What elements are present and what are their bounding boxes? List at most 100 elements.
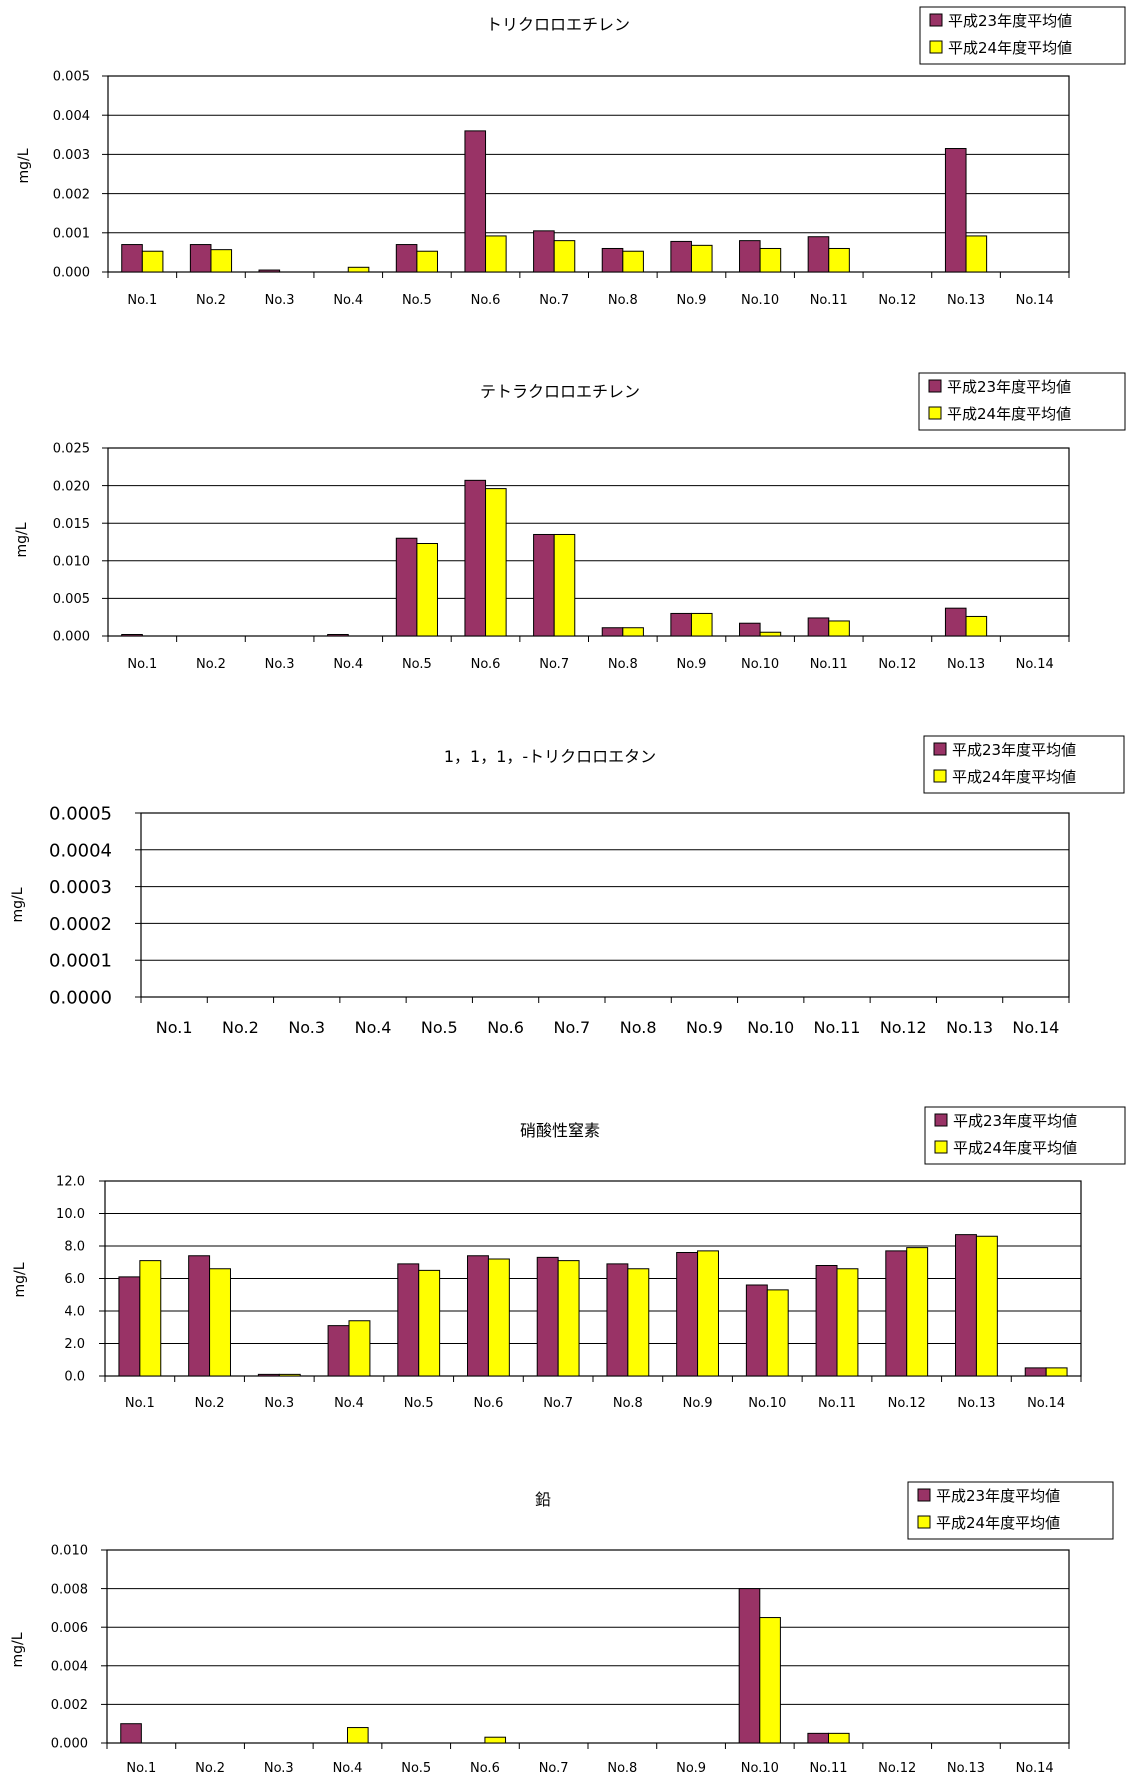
chart-title: 鉛 [535, 1490, 551, 1509]
bar-h23-9 [676, 1252, 699, 1377]
bar-h23-4 [327, 633, 349, 637]
y-tick-label: 0.002 [53, 187, 90, 202]
x-tick-label: No.8 [607, 1761, 637, 1776]
chart-4: 硝酸性窒素 mg/L 0.0 2.0 4.0 6.0 8.0 10.0 12.0 No.1 No.2… [12, 1106, 1126, 1411]
bar-h24-12 [906, 1247, 929, 1377]
x-tick-label: No.13 [947, 1761, 985, 1776]
y-tick-label: 0.0003 [49, 877, 112, 898]
bar-h24-9 [697, 1250, 719, 1377]
legend-swatch [934, 1113, 948, 1127]
x-tick-label: No.3 [264, 1396, 294, 1411]
bar-h23-12 [885, 1250, 908, 1377]
bar-h24-11 [836, 1268, 859, 1377]
legend-label: 平成23年度平均値 [952, 741, 1076, 759]
x-tick-label: No.5 [404, 1396, 434, 1411]
y-tick-label: 0.0004 [49, 840, 112, 861]
plot-frame [107, 75, 1070, 273]
x-tick-label: No.10 [741, 657, 779, 672]
x-tick-label: No.7 [539, 1761, 569, 1776]
bar-h24-6 [487, 1258, 510, 1377]
x-tick-label: No.5 [421, 1018, 458, 1037]
x-tick-label: No.1 [125, 1396, 155, 1411]
x-tick-label: No.8 [613, 1396, 643, 1411]
x-tick-label: No.9 [676, 1761, 706, 1776]
bar-h24-11 [828, 620, 850, 637]
bar-h24-7 [553, 533, 576, 637]
x-tick-label: No.8 [608, 657, 638, 672]
legend-swatch [917, 1488, 931, 1502]
legend-swatch [917, 1515, 931, 1529]
x-tick-label: No.4 [334, 1396, 364, 1411]
bar-h24-1 [141, 250, 164, 273]
bar-h23-1 [121, 633, 143, 637]
legend-box [923, 735, 1125, 794]
bar-h23-11 [807, 1732, 830, 1744]
legend-label: 平成24年度平均値 [936, 1514, 1060, 1532]
chart-title: 1，1，1，-トリクロロエタン [444, 747, 656, 766]
bar-h24-7 [557, 1260, 580, 1377]
x-tick-label: No.11 [810, 657, 848, 672]
bar-h24-4 [348, 1320, 371, 1377]
y-tick-label: 0.020 [53, 479, 90, 494]
bar-h24-7 [553, 240, 576, 273]
x-tick-label: No.4 [355, 1018, 392, 1037]
x-tick-label: No.13 [947, 657, 985, 672]
bar-h24-13 [965, 235, 988, 273]
bar-h24-10 [759, 247, 782, 273]
bar-h23-10 [738, 1588, 761, 1744]
x-tick-label: No.3 [265, 293, 295, 308]
bar-h23-7 [533, 230, 555, 273]
x-tick-label: No.7 [553, 1018, 590, 1037]
bar-h24-5 [416, 250, 438, 273]
bar-h23-9 [670, 240, 692, 273]
x-tick-label: No.1 [127, 293, 157, 308]
bar-h24-3 [278, 1373, 301, 1377]
bar-h24-1 [139, 1260, 162, 1377]
x-tick-label: No.14 [1012, 1018, 1059, 1037]
bar-h23-5 [395, 537, 418, 637]
plot-frame [107, 447, 1070, 637]
x-tick-label: No.12 [878, 1761, 916, 1776]
x-tick-label: No.9 [677, 657, 707, 672]
x-tick-label: No.11 [810, 293, 848, 308]
bar-h23-13 [944, 607, 967, 637]
x-tick-label: No.13 [946, 1018, 993, 1037]
bar-h23-1 [121, 244, 143, 273]
y-tick-label: 0.003 [53, 148, 90, 163]
legend-label: 平成24年度平均値 [947, 405, 1071, 423]
legend-label: 平成23年度平均値 [953, 1112, 1077, 1130]
x-tick-label: No.11 [818, 1396, 856, 1411]
x-tick-label: No.7 [539, 657, 569, 672]
x-tick-label: No.6 [471, 657, 501, 672]
x-tick-label: No.4 [333, 657, 363, 672]
y-tick-label: 0.001 [53, 226, 90, 241]
y-tick-label: 0.0 [64, 1370, 85, 1385]
chart-3: 1，1，1，-トリクロロエタン mg/L 0.0000 0.0001 0.0002 0.0… [10, 735, 1125, 1037]
y-tick-label: 6.0 [64, 1272, 85, 1287]
legend-swatch [933, 769, 947, 783]
chart-title: 硝酸性窒素 [520, 1121, 600, 1140]
bar-h24-8 [627, 1268, 650, 1377]
y-tick-label: 0.000 [53, 266, 90, 281]
x-tick-label: No.5 [401, 1761, 431, 1776]
x-tick-label: No.12 [878, 657, 916, 672]
bar-h23-7 [533, 533, 555, 637]
bar-h24-8 [622, 627, 644, 637]
legend-label: 平成23年度平均値 [948, 12, 1072, 30]
y-tick-label: 0.0005 [49, 803, 112, 824]
bar-h23-1 [120, 1723, 142, 1744]
x-tick-label: No.1 [156, 1018, 193, 1037]
bar-h23-4 [327, 1325, 350, 1377]
bar-h23-9 [670, 612, 692, 637]
x-tick-label: No.10 [748, 1396, 786, 1411]
bar-h23-13 [955, 1234, 977, 1377]
chart-2: テトラクロロエチレン mg/L 0.000 0.005 0.010 0.015 0.020 0… [14, 372, 1126, 672]
legend-swatch [934, 1140, 948, 1154]
bar-h24-4 [347, 1727, 369, 1744]
y-tick-label: 8.0 [64, 1240, 85, 1255]
x-tick-label: No.8 [608, 293, 638, 308]
